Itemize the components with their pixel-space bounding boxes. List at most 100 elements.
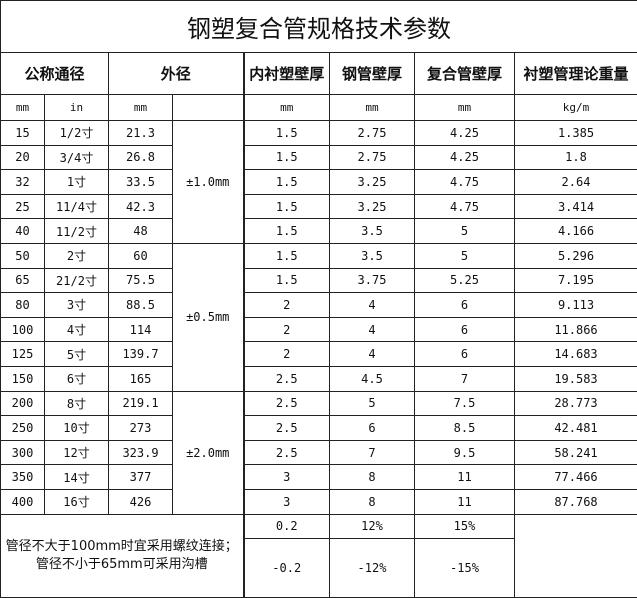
weight: 87.768 bbox=[514, 488, 637, 515]
nominal-mm: 50 bbox=[0, 242, 45, 269]
tolerance: ±2.0mm bbox=[172, 390, 244, 515]
outer-diameter: 42.3 bbox=[108, 193, 173, 220]
nominal-mm: 25 bbox=[0, 193, 45, 220]
steel-thickness: 4.5 bbox=[329, 365, 415, 392]
nominal-in: 1/2寸 bbox=[44, 120, 109, 146]
composite-thickness: 5.25 bbox=[414, 267, 515, 294]
unit-lining: mm bbox=[242, 94, 330, 121]
composite-thickness: 4.75 bbox=[414, 169, 515, 195]
header-steel: 钢管壁厚 bbox=[329, 52, 415, 95]
outer-diameter: 48 bbox=[108, 218, 173, 244]
lining-thickness: 3 bbox=[242, 488, 330, 515]
lining-thickness: 2 bbox=[242, 292, 330, 318]
composite-thickness: 6 bbox=[414, 341, 515, 367]
nominal-in: 16寸 bbox=[44, 488, 109, 515]
weight: 19.583 bbox=[514, 365, 637, 392]
unit-steel: mm bbox=[329, 94, 415, 121]
lining-thickness: 2.5 bbox=[242, 415, 330, 441]
weight: 42.481 bbox=[514, 415, 637, 441]
nominal-in: 3/4寸 bbox=[44, 144, 109, 171]
composite-thickness: 7 bbox=[414, 365, 515, 392]
nominal-in: 5寸 bbox=[44, 341, 109, 367]
table-row: 100 4寸 114 2 4 6 11.866 bbox=[0, 316, 637, 343]
outer-diameter: 139.7 bbox=[108, 341, 173, 367]
header-lining: 内衬塑壁厚 bbox=[242, 52, 330, 95]
weight: 11.866 bbox=[514, 316, 637, 343]
composite-thickness: 5 bbox=[414, 242, 515, 269]
lining-thickness: 2.5 bbox=[242, 439, 330, 466]
composite-plus: 15% bbox=[414, 513, 515, 540]
nominal-mm: 15 bbox=[0, 120, 45, 146]
nominal-mm: 350 bbox=[0, 464, 45, 490]
outer-diameter: 273 bbox=[108, 415, 173, 441]
lining-thickness: 2.5 bbox=[242, 365, 330, 392]
lining-thickness: 1.5 bbox=[242, 193, 330, 220]
table-row: 300 12寸 323.9 2.5 7 9.5 58.241 bbox=[0, 439, 637, 466]
nominal-mm: 250 bbox=[0, 415, 45, 441]
outer-diameter: 88.5 bbox=[108, 292, 173, 318]
header-weight: 衬塑管理论重量 bbox=[514, 52, 637, 95]
nominal-mm: 200 bbox=[0, 390, 45, 417]
steel-thickness: 8 bbox=[329, 488, 415, 515]
unit-od: mm bbox=[108, 94, 173, 121]
composite-thickness: 6 bbox=[414, 316, 515, 343]
lining-thickness: 2.5 bbox=[242, 390, 330, 417]
outer-diameter: 323.9 bbox=[108, 439, 173, 466]
nominal-mm: 80 bbox=[0, 292, 45, 318]
composite-thickness: 7.5 bbox=[414, 390, 515, 417]
weight: 28.773 bbox=[514, 390, 637, 417]
weight: 1.385 bbox=[514, 120, 637, 146]
nominal-in: 3寸 bbox=[44, 292, 109, 318]
nominal-in: 11/2寸 bbox=[44, 218, 109, 244]
weight: 77.466 bbox=[514, 464, 637, 490]
steel-thickness: 7 bbox=[329, 439, 415, 466]
steel-thickness: 6 bbox=[329, 415, 415, 441]
nominal-in: 11/4寸 bbox=[44, 193, 109, 220]
steel-thickness: 4 bbox=[329, 316, 415, 343]
table-row: 40 11/2寸 48 1.5 3.5 5 4.166 bbox=[0, 218, 637, 244]
steel-thickness: 3.25 bbox=[329, 169, 415, 195]
steel-thickness: 4 bbox=[329, 341, 415, 367]
page-title: 钢塑复合管规格技术参数 bbox=[0, 0, 637, 53]
lining-minus: -0.2 bbox=[242, 538, 330, 598]
nominal-mm: 40 bbox=[0, 218, 45, 244]
header-composite: 复合管壁厚 bbox=[414, 52, 515, 95]
lining-thickness: 2 bbox=[242, 316, 330, 343]
steel-thickness: 3.5 bbox=[329, 242, 415, 269]
nominal-mm: 400 bbox=[0, 488, 45, 515]
lining-thickness: 1.5 bbox=[242, 120, 330, 146]
table-row: 15 1/2寸 21.3 ±1.0mm 1.5 2.75 4.25 1.385 bbox=[0, 120, 637, 244]
nominal-in: 4寸 bbox=[44, 316, 109, 343]
nominal-in: 10寸 bbox=[44, 415, 109, 441]
table-row: 25 11/4寸 42.3 1.5 3.25 4.75 3.414 bbox=[0, 193, 637, 220]
nominal-mm: 300 bbox=[0, 439, 45, 466]
lining-thickness: 2 bbox=[242, 341, 330, 367]
unit-composite: mm bbox=[414, 94, 515, 121]
nominal-in: 6寸 bbox=[44, 365, 109, 392]
steel-thickness: 8 bbox=[329, 464, 415, 490]
outer-diameter: 60 bbox=[108, 242, 173, 269]
nominal-in: 2寸 bbox=[44, 242, 109, 269]
table-row: 125 5寸 139.7 2 4 6 14.683 bbox=[0, 341, 637, 367]
outer-diameter: 219.1 bbox=[108, 390, 173, 417]
composite-thickness: 6 bbox=[414, 292, 515, 318]
nominal-mm: 125 bbox=[0, 341, 45, 367]
lining-plus: 0.2 bbox=[242, 513, 330, 540]
table-row: 20 3/4寸 26.8 1.5 2.75 4.25 1.8 bbox=[0, 144, 637, 171]
lining-thickness: 1.5 bbox=[242, 242, 330, 269]
weight: 3.414 bbox=[514, 193, 637, 220]
steel-thickness: 4 bbox=[329, 292, 415, 318]
weight: 9.113 bbox=[514, 292, 637, 318]
outer-diameter: 165 bbox=[108, 365, 173, 392]
unit-mm: mm bbox=[0, 94, 45, 121]
weight: 5.296 bbox=[514, 242, 637, 269]
table-row: 250 10寸 273 2.5 6 8.5 42.481 bbox=[0, 415, 637, 441]
unit-in: in bbox=[44, 94, 109, 121]
lining-thickness: 1.5 bbox=[242, 218, 330, 244]
steel-thickness: 3.25 bbox=[329, 193, 415, 220]
outer-diameter: 377 bbox=[108, 464, 173, 490]
footer-note: 管径不大于100mm时宜采用螺纹连接；管径不小于65mm可采用沟槽 bbox=[0, 513, 244, 598]
header-nominal: 公称通径 bbox=[0, 52, 109, 95]
nominal-in: 21/2寸 bbox=[44, 267, 109, 294]
unit-weight: kg/m bbox=[514, 94, 637, 121]
